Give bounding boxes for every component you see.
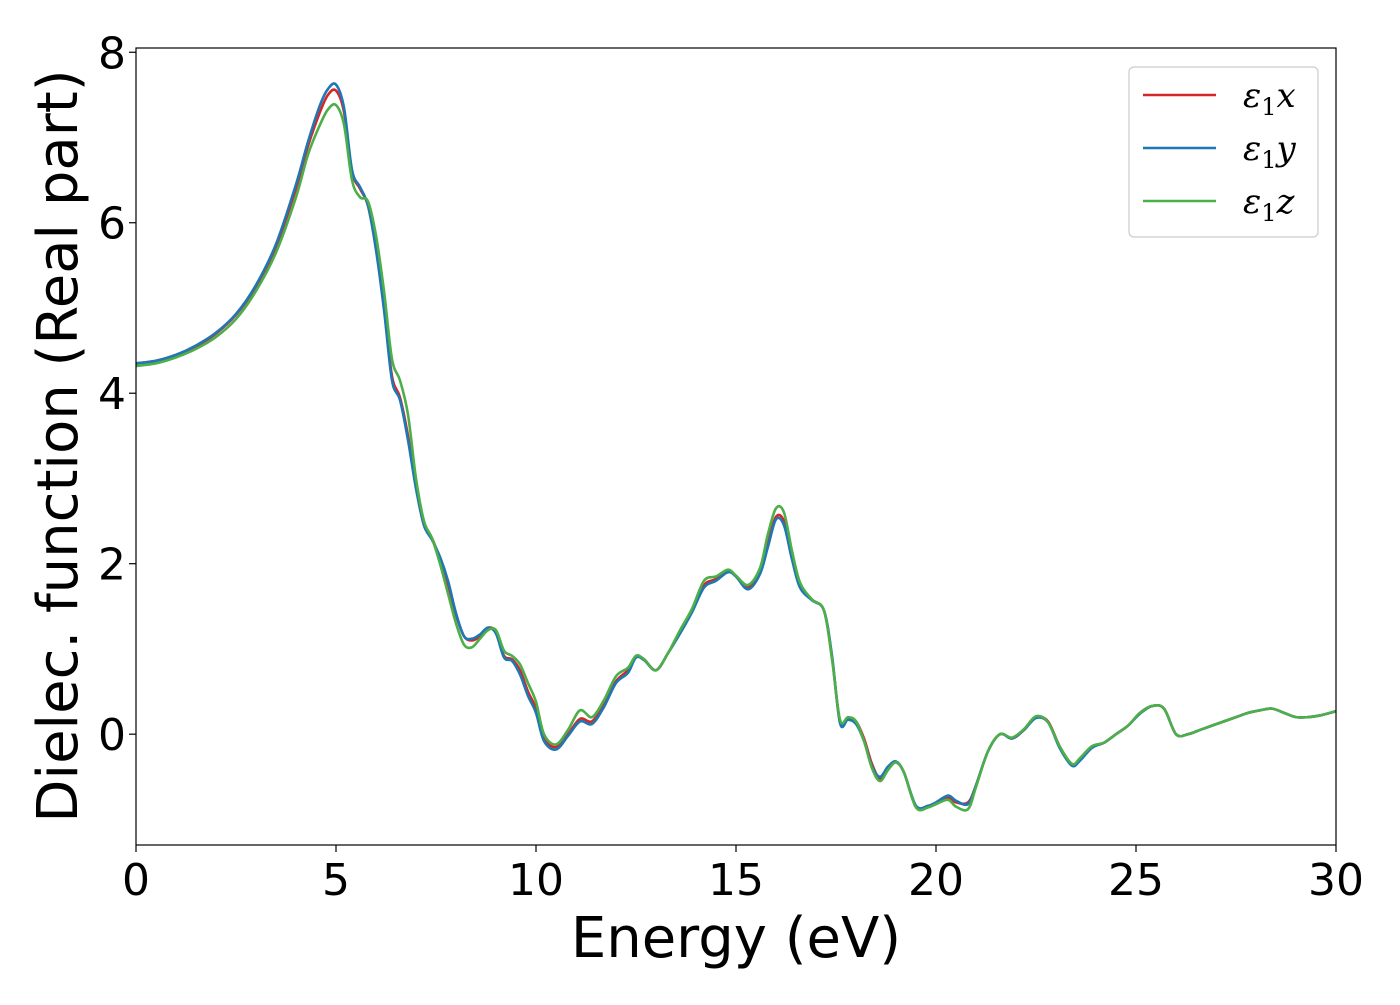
series-line-z [135, 102, 1337, 812]
x-tick-label: 5 [322, 855, 350, 906]
x-axis-label: Energy (eV) [571, 906, 901, 971]
y-tick-label: 6 [98, 199, 126, 250]
x-axis-ticks: 0 5 10 15 20 25 30 [122, 845, 1364, 906]
x-tick-label: 20 [908, 855, 964, 906]
plot-lines [135, 82, 1337, 812]
legend-label-y: ε1y [1243, 129, 1297, 174]
legend: ε1x ε1y ε1z [1128, 66, 1319, 238]
y-axis-ticks: 0 2 4 6 8 [98, 28, 136, 761]
legend-box [1128, 66, 1319, 238]
y-tick-label: 4 [98, 369, 126, 420]
x-tick-label: 30 [1308, 855, 1364, 906]
y-tick-label: 8 [98, 28, 126, 79]
y-tick-label: 0 [98, 710, 126, 761]
x-tick-label: 10 [508, 855, 564, 906]
y-tick-label: 2 [98, 540, 126, 591]
x-tick-label: 25 [1108, 855, 1164, 906]
legend-label-z: ε1z [1243, 182, 1296, 227]
legend-label-x: ε1x [1243, 76, 1296, 121]
x-tick-label: 15 [708, 855, 764, 906]
y-axis-label: Dielec. function (Real part) [26, 69, 91, 822]
x-tick-label: 0 [122, 855, 150, 906]
